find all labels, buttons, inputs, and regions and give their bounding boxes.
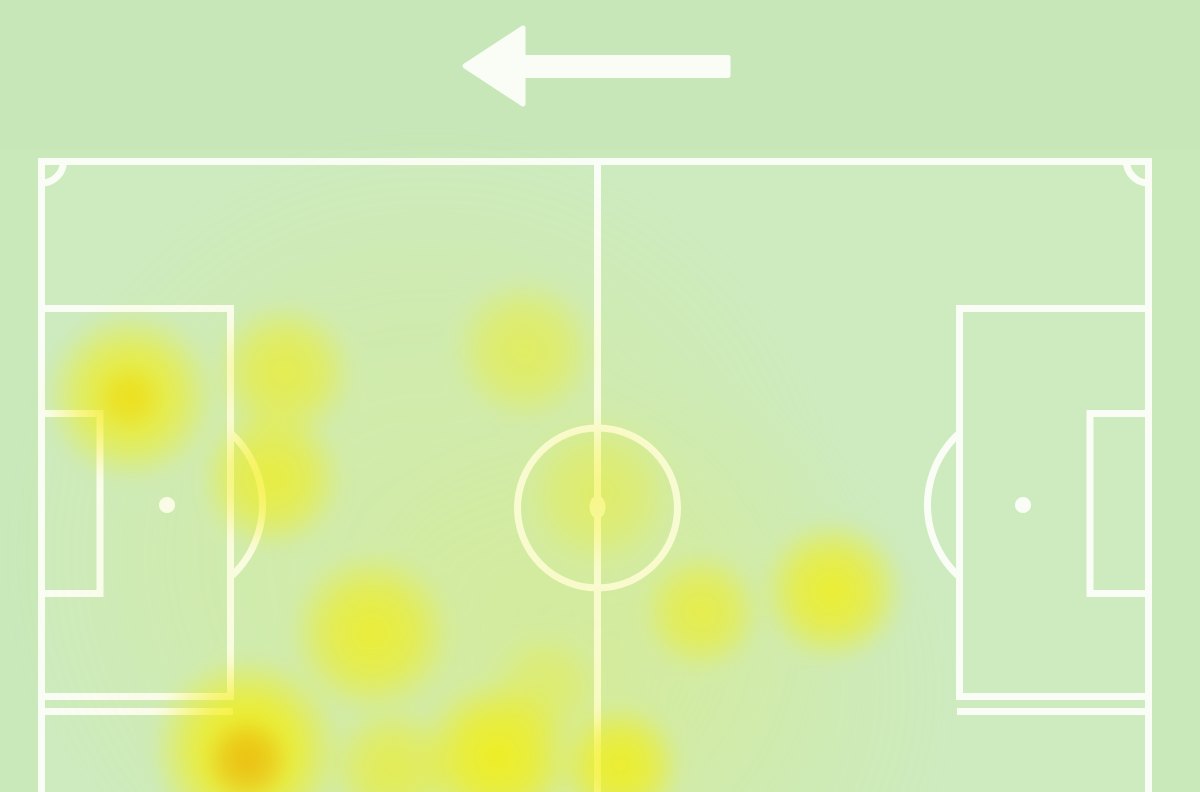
- center-circle: [514, 424, 681, 592]
- right-penalty-arc: [924, 430, 962, 580]
- direction-banner: [0, 0, 1200, 150]
- center-spot: [589, 495, 606, 519]
- corner-arc-top-right: [1123, 161, 1149, 187]
- right-penalty-spot: [1015, 497, 1031, 513]
- attack-direction-arrow-icon: [462, 25, 731, 107]
- right-goal-area: [1086, 410, 1149, 597]
- right-penalty-area: [956, 305, 1149, 700]
- left-penalty-spot: [159, 497, 175, 513]
- pitch-area: [0, 150, 1200, 792]
- football-pitch: [38, 158, 1152, 792]
- corner-arc-top-left: [41, 161, 67, 187]
- direction-banner-canvas: [462, 25, 731, 107]
